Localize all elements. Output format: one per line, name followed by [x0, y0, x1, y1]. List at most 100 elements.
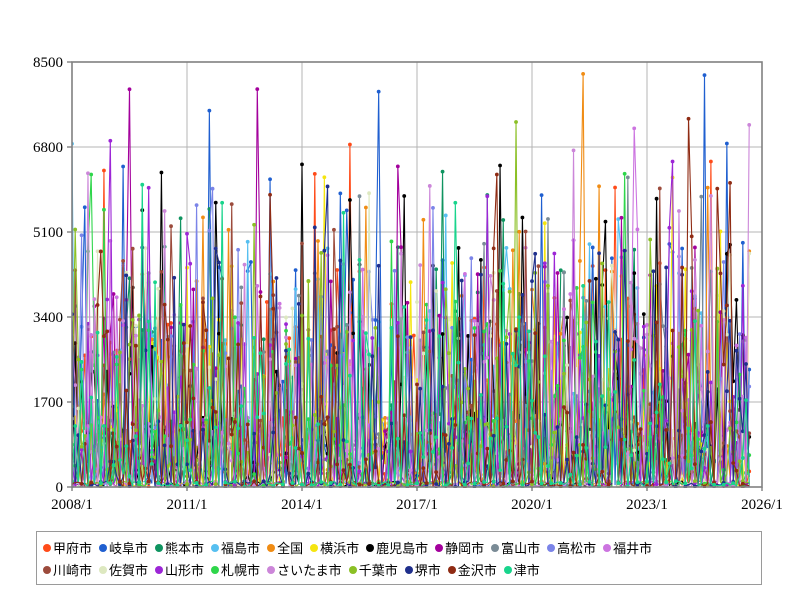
data-point: [421, 466, 426, 471]
data-point: [252, 431, 256, 436]
data-point: [261, 411, 266, 416]
legend-item-金沢市[interactable]: 金沢市: [447, 564, 497, 577]
data-point: [523, 359, 528, 364]
legend-item-岐阜市[interactable]: 岐阜市: [99, 542, 148, 555]
data-point: [501, 281, 506, 286]
data-point: [616, 217, 621, 222]
data-point: [284, 342, 288, 346]
legend-item-横浜市[interactable]: 横浜市: [310, 542, 359, 555]
data-point: [149, 461, 154, 466]
data-point: [95, 249, 100, 254]
legend-item-静岡市[interactable]: 静岡市: [435, 542, 484, 555]
data-point: [424, 318, 429, 322]
data-point: [530, 482, 534, 487]
legend-item-札幌市[interactable]: 札幌市: [211, 564, 260, 577]
data-point: [207, 108, 212, 113]
data-point: [440, 280, 445, 285]
data-point: [239, 404, 244, 409]
legend-item-福井市[interactable]: 福井市: [603, 542, 652, 555]
data-point: [689, 234, 694, 239]
data-point: [504, 424, 509, 429]
data-point: [118, 437, 122, 442]
data-point: [376, 89, 381, 94]
data-point: [252, 336, 256, 340]
data-point: [133, 428, 138, 433]
legend-item-堺市[interactable]: 堺市: [404, 564, 441, 577]
data-point: [146, 319, 151, 324]
legend-item-甲府市[interactable]: 甲府市: [43, 542, 92, 555]
legend-item-千葉市[interactable]: 千葉市: [348, 564, 398, 577]
data-point: [127, 276, 132, 281]
data-point: [472, 333, 477, 338]
data-point: [507, 287, 512, 291]
data-point: [466, 334, 471, 338]
data-point: [226, 441, 231, 446]
data-point: [207, 386, 212, 390]
data-point: [213, 200, 218, 205]
data-point: [443, 213, 448, 218]
legend-item-label: 岐阜市: [109, 540, 149, 556]
data-point: [319, 394, 324, 399]
data-point: [348, 452, 352, 456]
data-point: [632, 358, 637, 362]
data-point: [357, 482, 362, 487]
data-point: [76, 357, 81, 362]
y-axis-tick-label: 6800: [33, 140, 63, 156]
plot-clip-right: [763, 0, 800, 520]
data-point: [242, 386, 247, 391]
data-point: [255, 284, 260, 288]
data-point: [293, 287, 298, 292]
legend-item-富山市[interactable]: 富山市: [491, 542, 540, 555]
data-point: [488, 274, 493, 278]
data-point: [357, 258, 362, 262]
data-point: [635, 286, 640, 290]
data-point: [201, 215, 205, 220]
data-point: [213, 482, 218, 486]
data-point: [504, 341, 509, 346]
legend-item-佐賀市[interactable]: 佐賀市: [99, 564, 148, 577]
data-point: [140, 245, 145, 250]
legend-marker-icon: [603, 544, 612, 552]
legend-item-山形市[interactable]: 山形市: [155, 564, 204, 577]
data-point: [102, 424, 106, 428]
data-point: [89, 395, 94, 400]
data-point: [79, 233, 84, 238]
legend-item-高松市[interactable]: 高松市: [547, 542, 596, 555]
data-point: [165, 337, 170, 342]
data-point: [514, 363, 518, 368]
data-point: [405, 300, 410, 305]
data-point: [613, 329, 617, 334]
legend-item-熊本市[interactable]: 熊本市: [155, 542, 204, 555]
legend-item-鹿児島市[interactable]: 鹿児島市: [366, 542, 428, 555]
data-point: [603, 219, 608, 224]
data-point: [542, 261, 547, 266]
data-point: [530, 279, 534, 284]
data-point: [293, 268, 298, 273]
data-point: [517, 315, 522, 320]
legend-item-さいたま市[interactable]: さいたま市: [267, 564, 342, 577]
data-point: [686, 352, 691, 357]
line-chart-svg: 0 1700 3400 5100 6800 8500 2008/1 2011/1 2014/1 2…: [33, 0, 800, 520]
legend-item-福島市[interactable]: 福島市: [211, 542, 260, 555]
data-point: [469, 256, 474, 261]
data-point: [357, 465, 362, 470]
data-point: [546, 464, 550, 468]
data-point: [217, 331, 221, 336]
legend-item-津市[interactable]: 津市: [503, 564, 540, 577]
data-point: [507, 332, 512, 336]
data-point: [162, 302, 167, 307]
data-point: [622, 437, 627, 442]
data-point: [565, 363, 570, 367]
data-point: [440, 169, 445, 174]
data-point: [386, 483, 391, 487]
data-point: [111, 292, 116, 296]
data-point: [233, 420, 237, 424]
data-point: [693, 462, 697, 466]
legend-item-川崎市[interactable]: 川崎市: [43, 564, 92, 577]
data-point: [395, 164, 400, 169]
data-point: [296, 293, 301, 298]
data-point: [718, 229, 723, 234]
data-point: [159, 359, 164, 364]
legend-item-全国[interactable]: 全国: [267, 542, 303, 555]
legend-marker-icon: [547, 544, 556, 552]
